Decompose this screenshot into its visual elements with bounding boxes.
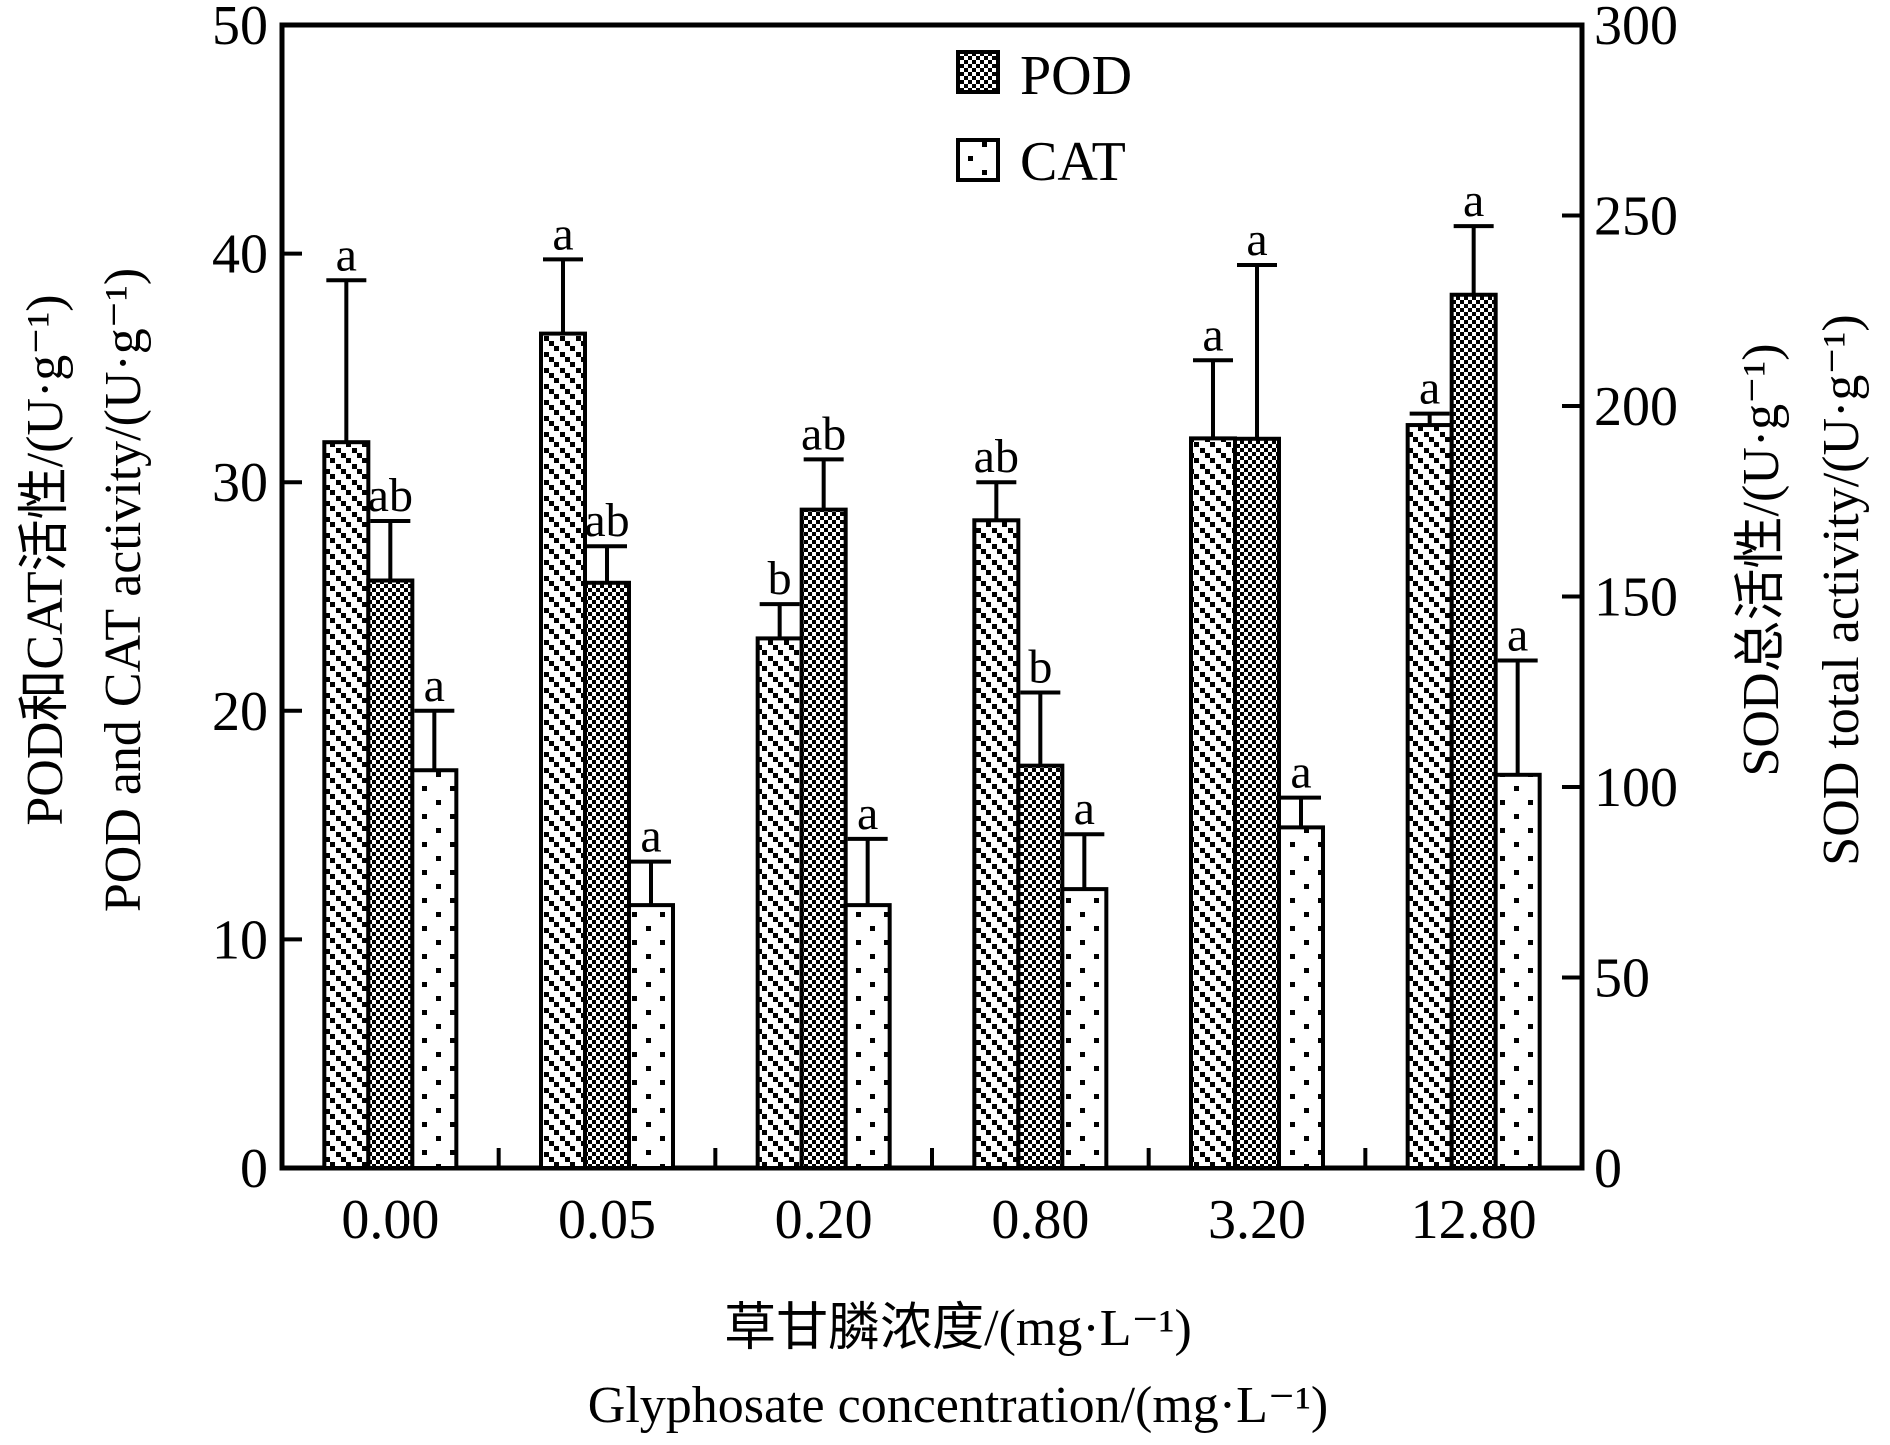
x-tick-label: 0.00 xyxy=(341,1189,439,1251)
bar-pod xyxy=(1233,436,1281,1170)
bar-cat xyxy=(843,903,892,1170)
significance-letter-sod: a xyxy=(1202,308,1223,361)
left-axis-label-cn: POD和CAT活性/(U·g⁻¹) xyxy=(17,294,74,825)
legend-label-cat: CAT xyxy=(1020,131,1126,193)
right-tick-label: 100 xyxy=(1594,757,1678,819)
significance-letter-sod: b xyxy=(768,552,792,605)
right-axis-ticks: 0 50 100 150 200 250 300 xyxy=(1562,0,1678,1200)
left-tick-label: 50 xyxy=(212,0,268,57)
x-tick-label: 0.20 xyxy=(775,1189,873,1251)
x-axis-label-cn: 草甘膦浓度/(mg·L⁻¹) xyxy=(724,1300,1192,1357)
bar-pod xyxy=(1016,763,1065,1170)
plot-border xyxy=(279,22,1585,1171)
bar-cat xyxy=(410,768,459,1171)
right-axis-label-cn: SOD总活性/(U·g⁻¹) xyxy=(1733,343,1790,776)
significance-letter-pod: ab xyxy=(584,494,629,547)
bar-sod xyxy=(539,331,587,1170)
significance-letter-sod: a xyxy=(336,228,357,281)
bar-cat xyxy=(627,903,675,1170)
bar-cat xyxy=(1277,825,1325,1170)
x-tick-label: 3.20 xyxy=(1208,1189,1306,1251)
x-axis-ticks: 0.00 0.05 0.20 0.80 3.20 12.80 xyxy=(341,1148,1537,1251)
significance-letter-cat: a xyxy=(1290,746,1311,799)
right-tick-label: 50 xyxy=(1594,948,1650,1010)
right-tick-label: 300 xyxy=(1594,0,1678,57)
left-tick-label: 20 xyxy=(212,681,268,743)
bar-pod xyxy=(583,580,631,1170)
significance-letter-pod: ab xyxy=(801,407,846,460)
significance-letter-pod: ab xyxy=(368,469,413,522)
right-tick-label: 150 xyxy=(1594,567,1678,629)
significance-letter-sod: ab xyxy=(974,430,1019,483)
significance-letter-pod: a xyxy=(1246,213,1267,266)
bar-cat xyxy=(1060,887,1109,1170)
plot-frame xyxy=(279,22,1585,1171)
x-tick-label: 0.80 xyxy=(991,1189,1089,1251)
bars-group xyxy=(322,292,1542,1171)
significance-letter-cat: a xyxy=(857,787,878,840)
bar-pod xyxy=(366,578,415,1170)
legend-label-pod: POD xyxy=(1020,45,1132,107)
bar-sod xyxy=(1405,423,1454,1170)
significance-letter-sod: a xyxy=(1419,362,1440,415)
right-tick-label: 200 xyxy=(1594,376,1678,438)
error-bars-group xyxy=(326,224,1538,906)
left-axis-label-en: POD and CAT activity/(U·g⁻¹) xyxy=(95,268,152,912)
bar-sod xyxy=(972,518,1021,1170)
left-tick-label: 30 xyxy=(212,452,268,514)
legend-swatch-cat xyxy=(956,138,1000,182)
significance-letter-pod: a xyxy=(1463,174,1484,227)
bar-sod xyxy=(1189,436,1237,1170)
x-axis-label-en: Glyphosate concentration/(mg·L⁻¹) xyxy=(588,1377,1328,1434)
bar-cat xyxy=(1493,772,1542,1170)
left-tick-label: 0 xyxy=(240,1138,268,1200)
significance-letter-cat: a xyxy=(640,810,661,863)
right-tick-label: 250 xyxy=(1594,186,1678,248)
right-axis-label-en: SOD total activity/(U·g⁻¹) xyxy=(1813,314,1870,865)
significance-letter-sod: a xyxy=(552,207,573,260)
left-tick-label: 10 xyxy=(212,909,268,971)
significance-letter-cat: a xyxy=(424,659,445,712)
significance-letter-cat: a xyxy=(1074,782,1095,835)
x-tick-label: 12.80 xyxy=(1411,1189,1537,1251)
legend-swatch-pod xyxy=(956,50,1000,94)
left-axis-ticks: 0 10 20 30 40 50 xyxy=(212,0,302,1200)
significance-letter-cat: a xyxy=(1507,609,1528,662)
bar-pod xyxy=(1449,292,1498,1170)
bar-sod xyxy=(755,636,804,1170)
x-tick-label: 0.05 xyxy=(558,1189,656,1251)
right-tick-label: 0 xyxy=(1594,1138,1622,1200)
bar-sod xyxy=(322,440,371,1170)
significance-letter-pod: b xyxy=(1028,641,1052,694)
left-tick-label: 40 xyxy=(212,224,268,286)
legend: POD CAT xyxy=(956,45,1132,193)
bar-pod xyxy=(799,507,848,1170)
